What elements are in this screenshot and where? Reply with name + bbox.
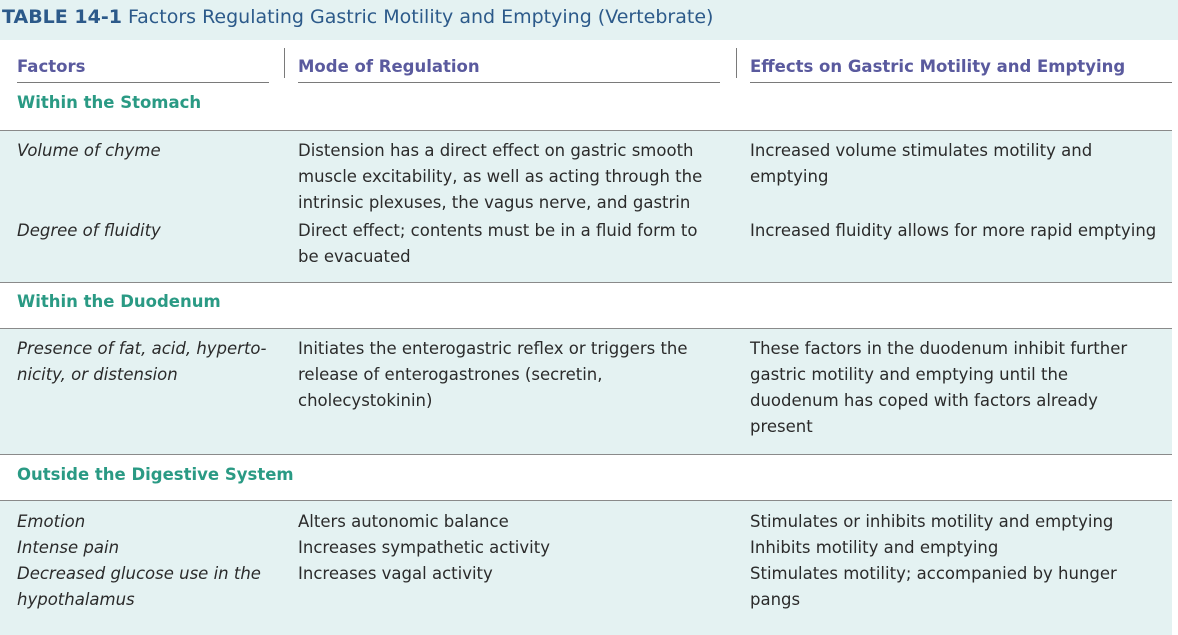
table-cell-mode: Initiates the enterogastric reflex or tr… <box>298 339 688 410</box>
table-caption: Factors Regulating Gastric Motility and … <box>127 6 714 28</box>
table-cell-mode: Alters autonomic balance <box>298 512 509 531</box>
table-cell-factor: Degree of fluidity <box>17 221 161 240</box>
section-separator <box>0 454 1172 455</box>
section-separator <box>0 282 1172 283</box>
header-underline <box>750 82 1172 83</box>
header-underline <box>17 82 269 83</box>
section-separator <box>0 328 1172 329</box>
table-cell-mode: Distension has a direct effect on gastri… <box>298 141 703 212</box>
table-cell-effect: Increased fluidity allows for more rapid… <box>750 221 1157 240</box>
section-separator <box>0 500 1172 501</box>
column-header-mode: Mode of Regulation <box>298 57 480 76</box>
header-underline <box>298 82 720 83</box>
section-band <box>0 329 1172 454</box>
table-cell-factor: Emotion <box>17 512 86 531</box>
section-band <box>0 131 1172 282</box>
table-cell-factor: Decreased glucose use in the hypothalamu… <box>17 564 261 609</box>
table-number: TABLE 14-1 <box>2 6 122 28</box>
section-label-within-duodenum: Within the Duodenum <box>17 292 221 311</box>
title-bar: TABLE 14-1 Factors Regulating Gastric Mo… <box>0 0 1178 40</box>
table-cell-effect: Stimulates or inhibits motility and empt… <box>750 512 1114 531</box>
section-separator <box>0 130 1172 131</box>
table-cell-factor: Volume of chyme <box>17 141 161 160</box>
table-cell-mode: Increases vagal activity <box>298 564 493 583</box>
table-cell-mode: Direct effect; contents must be in a flu… <box>298 221 698 266</box>
section-label-within-stomach: Within the Stomach <box>17 93 202 112</box>
column-header-factors: Factors <box>17 57 86 76</box>
section-band <box>0 501 1172 635</box>
table-cell-mode: Increases sympathetic activity <box>298 538 550 557</box>
section-label-outside-digestive-system: Outside the Digestive System <box>17 465 294 484</box>
table-cell-effect: These factors in the duodenum inhibit fu… <box>750 339 1128 436</box>
table-cell-effect: Increased volume stimulates motility and… <box>750 141 1093 186</box>
column-divider <box>736 48 737 78</box>
table-title: TABLE 14-1 Factors Regulating Gastric Mo… <box>2 6 713 28</box>
table-cell-effect: Inhibits motility and emptying <box>750 538 999 557</box>
table-cell-factor: Intense pain <box>17 538 120 557</box>
column-divider <box>284 48 285 78</box>
table-cell-effect: Stimulates motility; accompanied by hung… <box>750 564 1117 609</box>
column-header-effects: Effects on Gastric Motility and Emptying <box>750 57 1126 76</box>
table-cell-factor: Presence of fat, acid, hyperto- nicity, … <box>17 339 267 384</box>
